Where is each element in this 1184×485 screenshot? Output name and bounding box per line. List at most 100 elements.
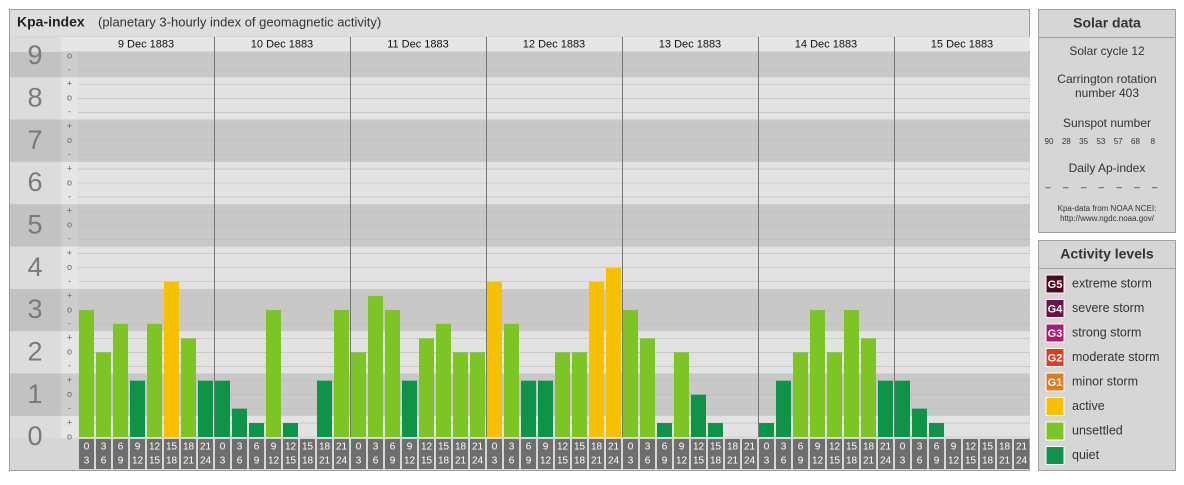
legend-label: unsettled (1072, 423, 1123, 437)
solar-cycle: Solar cycle 12 (1069, 44, 1145, 58)
hour-cell (266, 439, 281, 469)
legend-swatch (1045, 397, 1065, 416)
hour-cell (827, 439, 842, 469)
hour-label: 6 (662, 442, 668, 453)
hour-label: 15 (693, 456, 705, 467)
hour-label: 3 (373, 442, 379, 453)
hour-label: 21 (608, 442, 620, 453)
hour-label: 21 (727, 456, 739, 467)
hour-cell (521, 439, 536, 469)
bar (691, 394, 706, 437)
y-tick-label: 3 (27, 294, 42, 324)
bar (708, 423, 723, 437)
y-minor-label: o (67, 135, 72, 145)
source-url: http://www.ngdc.noaa.gov/ (1060, 214, 1155, 223)
y-minor-label: o (67, 50, 72, 60)
date-label: 11 Dec 1883 (387, 38, 449, 50)
hour-cell (861, 439, 876, 469)
date-label: 13 Dec 1883 (659, 38, 721, 50)
bar (606, 267, 621, 437)
hour-label: 3 (356, 456, 362, 467)
hour-cell (878, 439, 893, 469)
hour-label: 21 (455, 456, 467, 467)
bar (249, 423, 264, 437)
hour-cell (708, 439, 723, 469)
hour-label: 18 (999, 442, 1011, 453)
hour-label: 9 (951, 442, 957, 453)
hour-label: 21 (319, 456, 331, 467)
hour-label: 3 (645, 442, 651, 453)
bar (827, 352, 842, 437)
hour-cell (113, 439, 128, 469)
hour-label: 21 (863, 456, 875, 467)
hour-label: 15 (421, 456, 433, 467)
y-minor-label: - (68, 276, 71, 286)
hour-label: 6 (934, 442, 940, 453)
legend-badge: G4 (1048, 303, 1064, 315)
axis-band (61, 119, 78, 162)
y-minor-label: + (67, 79, 72, 89)
axis-band (10, 161, 61, 205)
axis-band (61, 161, 78, 205)
axis-band (10, 77, 61, 120)
hour-cell (776, 439, 791, 469)
hour-cell (164, 439, 179, 469)
hour-cell (249, 439, 264, 469)
ap-value: – (1081, 183, 1087, 194)
bar (215, 380, 230, 437)
hour-cell (198, 439, 213, 469)
hour-label: 6 (917, 456, 923, 467)
hour-label: 18 (982, 456, 994, 467)
legend-swatch (1045, 274, 1065, 294)
hour-cell (130, 439, 145, 469)
hour-label: 18 (455, 442, 467, 453)
hour-label: 18 (863, 442, 875, 453)
hour-label: 12 (404, 456, 416, 467)
hour-label: 9 (662, 456, 668, 467)
y-minor-label: - (68, 234, 71, 244)
hour-label: 15 (846, 442, 858, 453)
bar (572, 352, 587, 437)
legend-swatch (1045, 323, 1065, 343)
bar (317, 380, 332, 437)
hour-label: 9 (815, 442, 821, 453)
band (78, 415, 1030, 438)
hour-cell (487, 439, 502, 469)
ap-value: – (1063, 183, 1069, 194)
bar (878, 380, 893, 437)
axis-band (10, 331, 61, 374)
legend-label: severe storm (1072, 301, 1144, 315)
axis-band (10, 415, 61, 438)
hour-label: 21 (744, 442, 756, 453)
hour-label: 18 (319, 442, 331, 453)
bar (96, 352, 111, 437)
hour-label: 6 (373, 456, 379, 467)
hour-label: 18 (183, 442, 195, 453)
bar (589, 281, 604, 437)
bar (419, 338, 434, 437)
hour-label: 3 (492, 456, 498, 467)
y-minor-label: o (67, 431, 72, 441)
hour-label: 18 (302, 456, 314, 467)
hour-label: 21 (1016, 442, 1028, 453)
date-label: 9 Dec 1883 (118, 38, 174, 50)
bar (538, 380, 553, 437)
carrington: Carrington rotation number 403 (1057, 72, 1157, 100)
y-tick-label: 6 (27, 167, 42, 197)
bar (198, 380, 213, 437)
hour-label: 9 (254, 456, 260, 467)
axis-band (61, 204, 78, 247)
y-minor-label: + (67, 248, 72, 258)
bar (759, 423, 774, 437)
sunspot-title: Sunspot number (1063, 116, 1151, 130)
hour-label: 24 (1016, 456, 1028, 467)
hour-label: 24 (608, 456, 620, 467)
hour-cell (96, 439, 111, 469)
bar (436, 323, 451, 437)
bar (368, 296, 383, 437)
hour-cell (844, 439, 859, 469)
hour-cell (759, 439, 774, 469)
levels-title: Activity levels (1060, 246, 1154, 262)
legend-label: active (1072, 399, 1105, 413)
